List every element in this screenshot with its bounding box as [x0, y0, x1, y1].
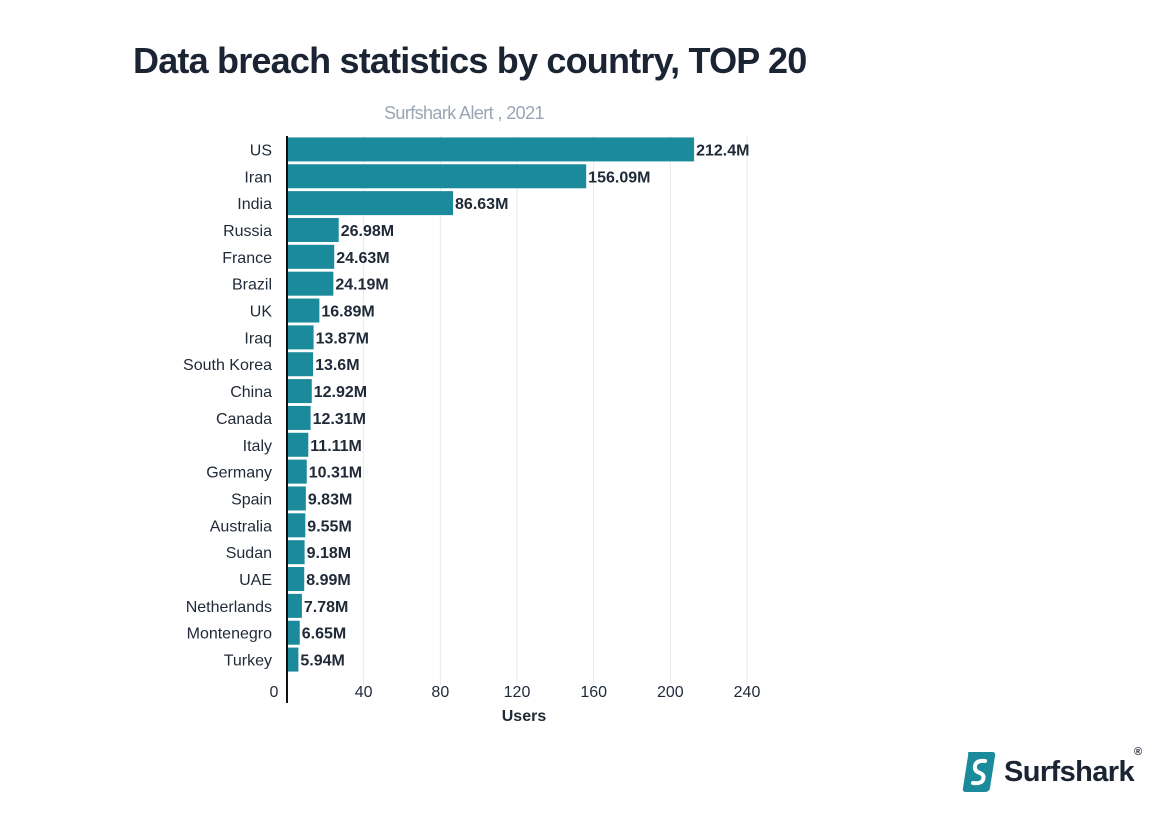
category-label: Iraq — [244, 330, 272, 347]
chart-title: Data breach statistics by country, TOP 2… — [133, 40, 807, 81]
x-tick-label: 120 — [504, 684, 531, 701]
category-label: France — [222, 250, 272, 267]
category-label: Netherlands — [186, 599, 272, 616]
bar-value-label: 12.92M — [314, 384, 367, 401]
bar — [287, 217, 339, 242]
bar — [287, 647, 299, 672]
category-label: Spain — [231, 491, 272, 508]
x-tick-label: 0 — [270, 684, 279, 701]
bar — [287, 593, 302, 618]
bar — [287, 432, 309, 457]
bar — [287, 486, 306, 511]
bar — [287, 137, 695, 162]
category-label: Brazil — [232, 277, 272, 294]
category-label: Canada — [216, 411, 272, 428]
category-label: UK — [250, 304, 273, 321]
category-label: Italy — [243, 438, 272, 455]
bar — [287, 567, 305, 592]
category-label: UAE — [239, 572, 272, 589]
bar-value-label: 10.31M — [309, 465, 362, 482]
bar-value-label: 13.6M — [315, 357, 359, 374]
bar-value-label: 5.94M — [300, 653, 344, 670]
bar — [287, 405, 311, 430]
bar — [287, 620, 300, 645]
category-label: Sudan — [226, 545, 272, 562]
x-tick-label: 200 — [657, 684, 684, 701]
bar-value-label: 11.11M — [310, 438, 362, 455]
bar — [287, 513, 306, 538]
category-label: China — [230, 384, 272, 401]
category-label: Russia — [223, 223, 272, 240]
bar-value-label: 8.99M — [306, 572, 350, 589]
x-tick-label: 40 — [355, 684, 373, 701]
bar-value-label: 9.18M — [307, 545, 351, 562]
brand-logo: Surfshark® — [962, 745, 1142, 794]
bar — [287, 164, 587, 189]
bar-value-label: 212.4M — [696, 142, 749, 159]
grid-lines — [363, 136, 748, 685]
bar — [287, 379, 312, 404]
bar-value-label: 24.19M — [335, 277, 388, 294]
category-label: Montenegro — [187, 626, 272, 643]
bar — [287, 244, 335, 269]
bar — [287, 325, 314, 350]
bars — [287, 137, 695, 672]
bar-value-label: 7.78M — [304, 599, 348, 616]
x-tick-label: 80 — [431, 684, 449, 701]
category-labels: US Iran India Russia France Brazil UK Iraq South… — [183, 142, 272, 669]
bar — [287, 352, 314, 377]
bar-value-label: 9.55M — [307, 518, 351, 535]
bar-value-label: 12.31M — [313, 411, 366, 428]
bar — [287, 459, 307, 484]
brand-name: Surfshark® — [1004, 745, 1142, 788]
category-label: India — [237, 196, 272, 213]
x-axis-title: Users — [502, 708, 547, 725]
category-label: Germany — [206, 465, 272, 482]
bar-value-label: 13.87M — [316, 330, 369, 347]
category-label: South Korea — [183, 357, 272, 374]
category-label: Australia — [210, 518, 272, 535]
bar-value-label: 16.89M — [321, 304, 374, 321]
category-label: US — [250, 142, 272, 159]
bar-value-label: 9.83M — [308, 491, 352, 508]
x-tick-label: 240 — [734, 684, 761, 701]
value-labels: 212.4M 156.09M 86.63M 26.98M 24.63M 24.19M 16.… — [300, 142, 749, 669]
bar — [287, 298, 320, 323]
bar-value-label: 24.63M — [336, 250, 389, 267]
x-tick-labels: 0 40 80 120 160 200 240 — [270, 684, 761, 701]
bar-value-label: 156.09M — [588, 169, 650, 186]
chart-subtitle: Surfshark Alert , 2021 — [384, 103, 545, 123]
category-label: Iran — [244, 169, 272, 186]
surfshark-s-logo-icon — [962, 752, 996, 792]
category-label: Turkey — [224, 653, 272, 670]
bar — [287, 271, 334, 296]
x-tick-label: 160 — [580, 684, 607, 701]
bar — [287, 540, 305, 565]
bar-value-label: 26.98M — [341, 223, 394, 240]
bar — [287, 191, 454, 216]
bar-value-label: 86.63M — [455, 196, 508, 213]
bar-value-label: 6.65M — [302, 626, 346, 643]
